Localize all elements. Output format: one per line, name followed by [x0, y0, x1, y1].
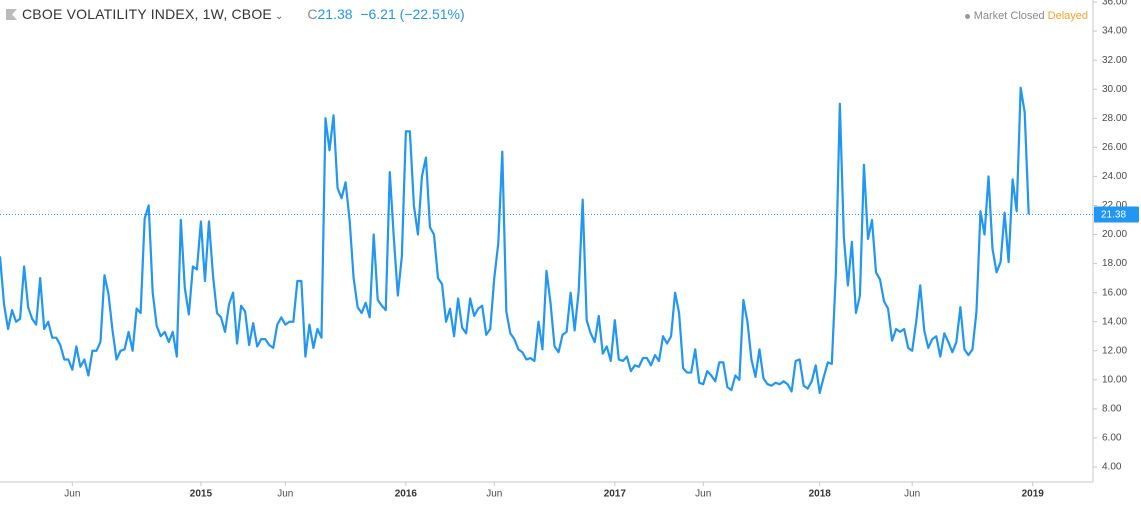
x-tick-label: Jun — [277, 489, 293, 500]
x-tick-label: 2016 — [395, 489, 418, 500]
flag-icon — [6, 9, 17, 20]
market-status: Market Closed Delayed — [964, 10, 1088, 22]
x-tick-label: 2019 — [1022, 489, 1045, 500]
header: CBOE VOLATILITY INDEX, 1W, CBOE ⌄ C21.38 −… — [6, 6, 465, 22]
symbol[interactable]: CBOE VOLATILITY INDEX, 1W, CBOE — [22, 6, 272, 22]
y-tick-label: 36.00 — [1102, 0, 1127, 8]
price-line — [0, 86, 1030, 395]
y-tick-label: 18.00 — [1102, 258, 1127, 269]
y-tick-label: 32.00 — [1102, 55, 1127, 66]
x-tick-label: Jun — [695, 489, 711, 500]
y-tick-label: 4.00 — [1102, 462, 1122, 473]
y-tick-label: 26.00 — [1102, 142, 1127, 153]
y-tick-label: 30.00 — [1102, 84, 1127, 95]
y-tick-label: 16.00 — [1102, 287, 1127, 298]
last-price-tag — [1094, 206, 1139, 223]
x-tick-label: 2018 — [809, 489, 832, 500]
x-tick-label: Jun — [486, 489, 502, 500]
change-percent: (−22.51%) — [399, 6, 465, 22]
last-price-label: 21.38 — [1101, 210, 1126, 221]
close-label: C — [307, 6, 318, 22]
x-tick-label: Jun — [64, 489, 80, 500]
change: −6.21 — [360, 6, 396, 22]
y-tick-label: 24.00 — [1102, 171, 1127, 182]
chevron[interactable]: ⌄ — [274, 11, 284, 22]
close-value: 21.38 — [317, 6, 353, 22]
feed-status: Delayed — [1047, 10, 1088, 22]
y-tick-label: 28.00 — [1102, 113, 1127, 124]
y-tick-label: 14.00 — [1102, 316, 1127, 327]
y-tick-label: 20.00 — [1102, 229, 1127, 240]
y-tick-label: 8.00 — [1102, 404, 1122, 415]
status-text: Market Closed — [973, 10, 1045, 22]
status-dot — [964, 13, 970, 19]
x-tick-label: Jun — [904, 489, 920, 500]
y-tick-label: 6.00 — [1102, 433, 1122, 444]
y-tick-label: 22.00 — [1102, 200, 1127, 211]
y-tick-label: 10.00 — [1102, 374, 1127, 385]
x-tick-label: 2017 — [604, 489, 627, 500]
y-tick-label: 34.00 — [1102, 26, 1127, 37]
x-tick-label: 2015 — [190, 489, 213, 500]
y-tick-label: 12.00 — [1102, 345, 1127, 356]
